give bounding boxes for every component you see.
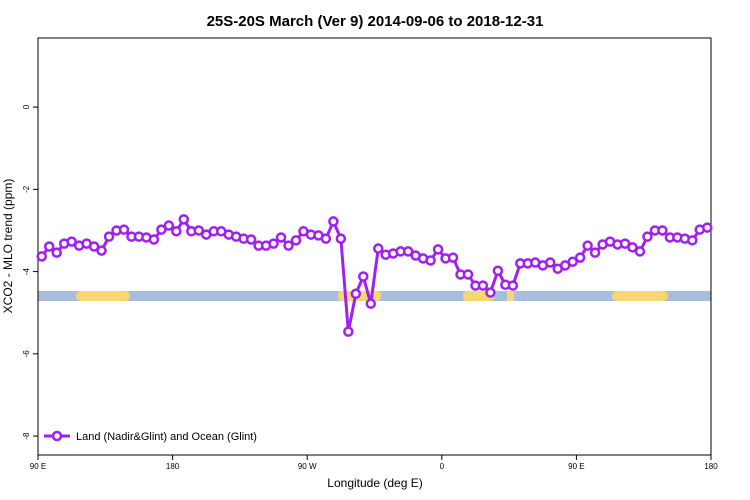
data-point	[148, 234, 160, 245]
data-point	[36, 251, 47, 262]
legend-marker	[51, 430, 63, 442]
data-point	[634, 246, 646, 257]
data-point	[447, 252, 459, 263]
data-point	[589, 247, 601, 258]
y-tick-label: -4	[22, 267, 31, 275]
surface-band	[38, 291, 711, 301]
data-point	[402, 246, 414, 257]
data-point	[178, 214, 190, 225]
data-point	[156, 224, 167, 235]
plot-frame	[37, 37, 712, 456]
data-point	[88, 241, 100, 252]
x-tick-label: 90 E	[568, 462, 584, 471]
data-point	[275, 232, 287, 243]
data-point	[103, 231, 115, 242]
data-point	[268, 238, 279, 249]
y-tick-label: -8	[22, 432, 31, 440]
chart-title: 25S-20S March (Ver 9) 2014-09-06 to 2018…	[207, 13, 544, 30]
data-point	[365, 298, 377, 309]
data-point	[462, 269, 474, 280]
y-axis-label: XCO2 - MLO trend (ppm)	[1, 179, 15, 314]
y-tick-label: -6	[22, 350, 31, 358]
data-point	[335, 233, 347, 244]
land-band	[612, 291, 668, 301]
data-point	[425, 255, 436, 266]
x-tick-label: 90 W	[298, 462, 317, 471]
land-band	[76, 291, 130, 301]
data-point	[163, 220, 175, 231]
data-point	[290, 235, 302, 246]
data-point	[171, 226, 182, 237]
data-point	[485, 287, 496, 298]
x-axis-label: Longitude (deg E)	[327, 476, 422, 490]
legend-label: Land (Nadir&Glint) and Ocean (Glint)	[76, 431, 257, 443]
data-point	[43, 241, 55, 252]
land-band	[507, 291, 514, 301]
data-point	[582, 240, 593, 251]
data-point	[118, 224, 130, 235]
data-point	[193, 225, 205, 236]
data-point	[657, 225, 668, 236]
x-tick-label: 90 E	[30, 462, 46, 471]
data-point	[96, 245, 107, 256]
data-point	[544, 257, 556, 268]
data-point	[358, 271, 369, 282]
data-point	[567, 256, 578, 267]
x-tick-label: 0	[440, 462, 445, 471]
data-point	[66, 236, 77, 247]
data-point	[350, 288, 362, 300]
data-point	[328, 216, 339, 227]
data-point	[320, 233, 332, 244]
data-point	[627, 242, 638, 253]
data-point	[51, 247, 62, 258]
y-tick-label: 0	[22, 104, 31, 109]
data-point	[283, 240, 294, 251]
y-tick-label: -2	[22, 185, 31, 193]
data-point	[477, 280, 489, 291]
x-tick-label: 180	[704, 462, 718, 471]
data-point	[507, 280, 519, 291]
data-point	[372, 243, 384, 254]
data-point	[492, 265, 504, 277]
x-tick-label: 180	[166, 462, 180, 471]
data-point	[702, 222, 713, 233]
data-point	[432, 244, 444, 255]
data-point	[574, 252, 586, 263]
data-point	[245, 234, 257, 245]
data-point	[687, 235, 698, 246]
data-point	[642, 231, 653, 242]
data-point	[343, 326, 354, 337]
